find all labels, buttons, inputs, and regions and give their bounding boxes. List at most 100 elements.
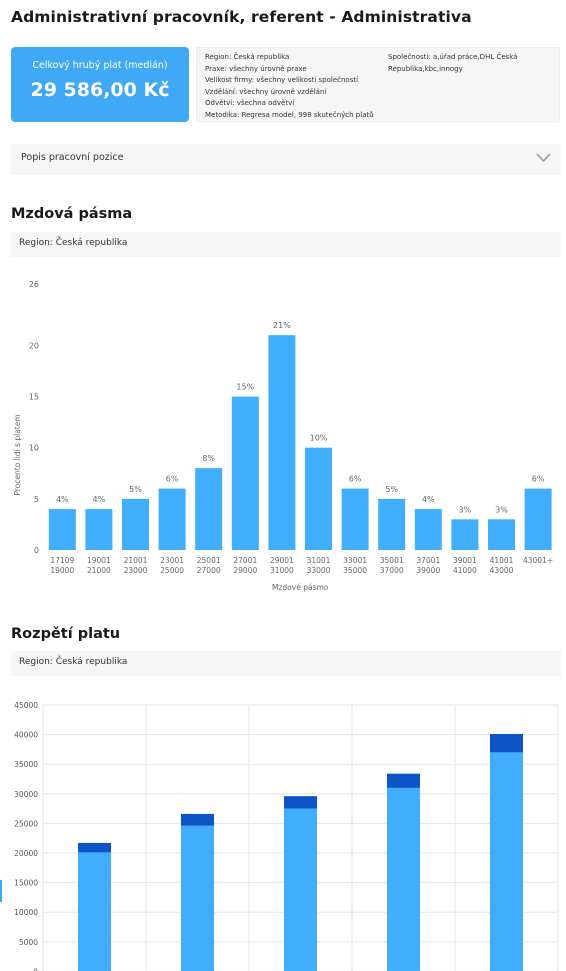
bar-base-segment bbox=[181, 825, 214, 971]
x-tick-label: 31000 bbox=[270, 566, 294, 575]
y-tick-label: 15000 bbox=[14, 879, 38, 888]
bar bbox=[414, 509, 442, 550]
bar-value-label: 6% bbox=[166, 475, 179, 484]
y-tick-label: 35000 bbox=[14, 760, 38, 769]
x-tick-label: 31001 bbox=[307, 556, 331, 565]
bar bbox=[268, 335, 296, 550]
chevron-down-icon[interactable] bbox=[536, 152, 551, 163]
x-tick-label: 29000 bbox=[233, 566, 257, 575]
bar bbox=[85, 509, 113, 550]
x-tick-label: 29001 bbox=[270, 556, 294, 565]
scroll-edge-marker bbox=[0, 880, 2, 902]
bar-value-label: 5% bbox=[385, 485, 398, 494]
x-tick-label: 33000 bbox=[307, 566, 331, 575]
bar-top-segment bbox=[78, 842, 111, 853]
bar-value-label: 10% bbox=[310, 434, 328, 443]
detail-companies: Společnosti: a,úřad práce,DHL Česká bbox=[388, 53, 518, 61]
bar-top-segment bbox=[284, 796, 317, 809]
x-tick-label: 41001 bbox=[490, 556, 514, 565]
bar bbox=[451, 519, 479, 550]
y-tick-label: 15 bbox=[29, 393, 39, 402]
x-tick-label: 25001 bbox=[197, 556, 221, 565]
x-tick-label: 37000 bbox=[380, 566, 404, 575]
bar-value-label: 21% bbox=[273, 321, 291, 330]
bar-top-segment bbox=[387, 773, 420, 788]
salary-range-chart: 0 5000 10000 15000 20000 25000 30000 35000 40000… bbox=[14, 701, 559, 971]
detail-experience: Praxe: všechny úrovně praxe bbox=[205, 64, 307, 73]
bar-value-label: 4% bbox=[56, 495, 69, 504]
x-tick-label: 21000 bbox=[87, 566, 111, 575]
y-tick-label: 10 bbox=[29, 444, 39, 453]
page-title: Administrativní pracovník, referent - Ad… bbox=[11, 8, 472, 26]
x-tick-label: 27000 bbox=[197, 566, 221, 575]
bar-value-label: 4% bbox=[422, 495, 435, 504]
y-tick-label: 5 bbox=[34, 495, 39, 504]
detail-region: Region: Česká republika bbox=[205, 53, 290, 61]
bar-value-label: 3% bbox=[495, 505, 508, 514]
detail-education: Vzdělání: všechny úrovně vzdělání bbox=[205, 87, 327, 96]
bar-base-segment bbox=[78, 852, 111, 971]
wage-bands-region: Region: Česká republika bbox=[19, 238, 128, 248]
bar bbox=[122, 498, 149, 550]
y-tick-label: 10000 bbox=[14, 908, 38, 917]
bar-base-segment bbox=[387, 787, 420, 971]
x-tick-label: 35000 bbox=[343, 566, 367, 575]
x-axis-label: Mzdové pásmo bbox=[272, 583, 329, 592]
bar-top-segment bbox=[490, 734, 523, 753]
y-tick-label: 0 bbox=[33, 967, 38, 971]
x-tick-label: 37001 bbox=[416, 556, 440, 565]
bar-value-label: 8% bbox=[202, 454, 215, 463]
median-salary-label: Celkový hrubý plat (medián) bbox=[32, 60, 168, 71]
job-description-label: Popis pracovní pozice bbox=[21, 152, 124, 163]
job-description-accordion[interactable]: Popis pracovní pozice bbox=[11, 144, 561, 175]
bar-base-segment bbox=[490, 752, 523, 971]
detail-companies-cont: Republika,kbc,innogy bbox=[388, 64, 463, 73]
bar bbox=[378, 498, 406, 550]
bar-value-label: 6% bbox=[532, 475, 545, 484]
y-tick-label: 25000 bbox=[14, 819, 38, 828]
wage-bands-region-bar: Region: Česká republika bbox=[11, 232, 561, 257]
x-tick-label: 17109 bbox=[50, 556, 74, 565]
detail-methodology: Metodika: Regresa model, 998 skutečných … bbox=[205, 110, 374, 119]
y-tick-label: 26 bbox=[29, 280, 39, 289]
bar bbox=[488, 519, 515, 550]
bar-value-label: 3% bbox=[459, 505, 472, 514]
bar bbox=[231, 396, 259, 550]
x-tick-label: 23000 bbox=[124, 566, 148, 575]
x-tick-label: 43000 bbox=[490, 566, 514, 575]
bar-value-label: 4% bbox=[93, 495, 106, 504]
x-tick-label: 25000 bbox=[160, 566, 184, 575]
x-tick-label: 35001 bbox=[380, 556, 404, 565]
x-tick-label: 19001 bbox=[87, 556, 111, 565]
x-tick-label: 19000 bbox=[50, 566, 74, 575]
salary-range-region-bar: Region: Česká republika bbox=[11, 651, 561, 676]
x-tick-label: 27001 bbox=[233, 556, 257, 565]
x-tick-label: 39000 bbox=[416, 566, 440, 575]
bar-base-segment bbox=[284, 808, 317, 971]
filter-details-panel: Region: Česká republika Praxe: všechny ú… bbox=[196, 47, 560, 122]
bar-value-label: 5% bbox=[129, 485, 142, 494]
x-tick-label: 33001 bbox=[343, 556, 367, 565]
filter-details-right: Společnosti: a,úřad práce,DHL Česká Repu… bbox=[388, 52, 528, 75]
y-tick-label: 0 bbox=[34, 546, 39, 555]
y-tick-label: 20 bbox=[29, 341, 39, 350]
x-tick-label: 41000 bbox=[453, 566, 477, 575]
filter-details-left: Region: Česká republika Praxe: všechny ú… bbox=[205, 52, 374, 122]
y-tick-label: 5000 bbox=[19, 938, 38, 947]
bar bbox=[524, 488, 552, 550]
y-tick-label: 20000 bbox=[14, 849, 38, 858]
median-salary-value: 29 586,00 Kč bbox=[30, 79, 170, 101]
detail-company-size: Velikost firmy: všechny velikosti společ… bbox=[205, 76, 359, 85]
bar bbox=[48, 509, 76, 550]
bar bbox=[195, 468, 223, 550]
x-tick-label: 43001+ bbox=[523, 556, 553, 565]
detail-industry: Odvětví: všechna odvětví bbox=[205, 99, 295, 108]
salary-range-title: Rozpětí platu bbox=[11, 626, 121, 642]
bar-value-label: 6% bbox=[349, 475, 362, 484]
bar-top-segment bbox=[181, 813, 214, 826]
x-tick-label: 23001 bbox=[160, 556, 184, 565]
bar-value-label: 15% bbox=[236, 383, 254, 392]
bar bbox=[158, 488, 186, 550]
bar bbox=[305, 447, 332, 550]
